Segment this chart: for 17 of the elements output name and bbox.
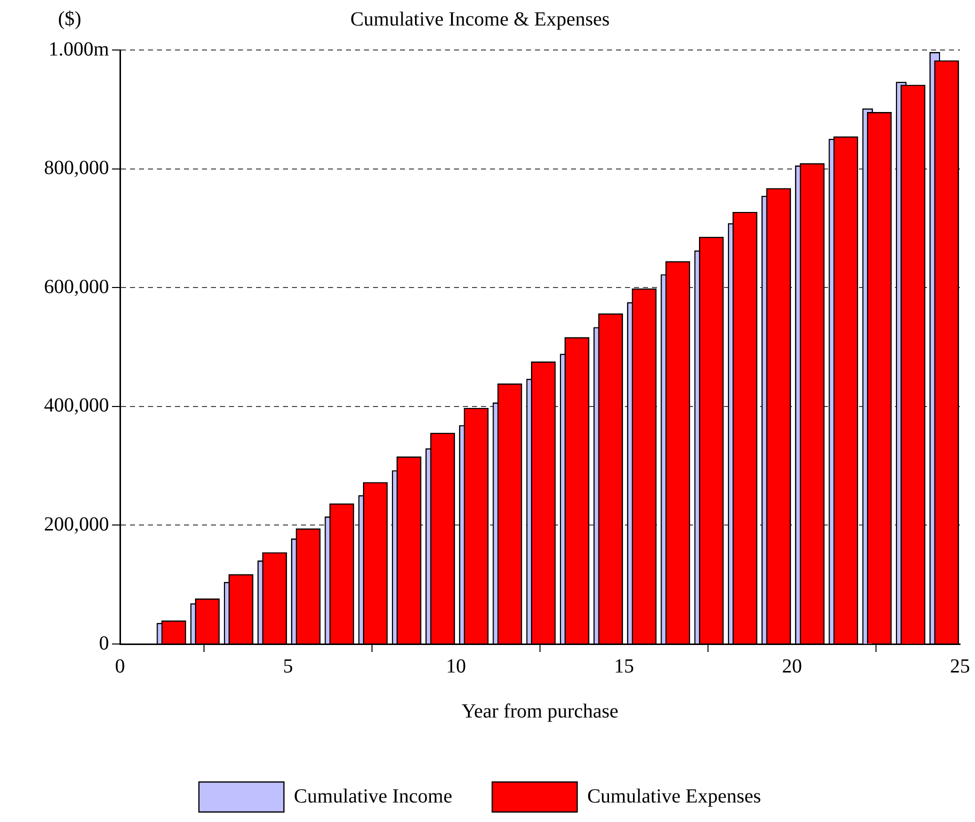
y-tick-label: 0 — [99, 632, 109, 654]
y-tick-label: 400,000 — [44, 394, 109, 417]
x-axis-title: Year from purchase — [462, 700, 619, 722]
y-tick-label: 600,000 — [44, 276, 109, 298]
y-tick-label: 1.000m — [48, 38, 110, 60]
x-tick-label: 15 — [614, 655, 634, 678]
y-tick-label: 800,000 — [44, 157, 109, 180]
y-tick-label: 200,000 — [44, 513, 109, 536]
x-tick-label: 0 — [115, 655, 125, 678]
x-tick-label: 5 — [283, 655, 293, 678]
x-tick-label: 20 — [782, 655, 802, 678]
legend-label: Cumulative Income — [294, 785, 452, 808]
y-axis-title: ($) — [58, 8, 82, 31]
x-tick-label: 10 — [446, 655, 466, 678]
x-tick-label: 25 — [950, 655, 970, 678]
chart-title: Cumulative Income & Expenses — [350, 8, 610, 30]
legend-label: Cumulative Expenses — [587, 785, 762, 808]
